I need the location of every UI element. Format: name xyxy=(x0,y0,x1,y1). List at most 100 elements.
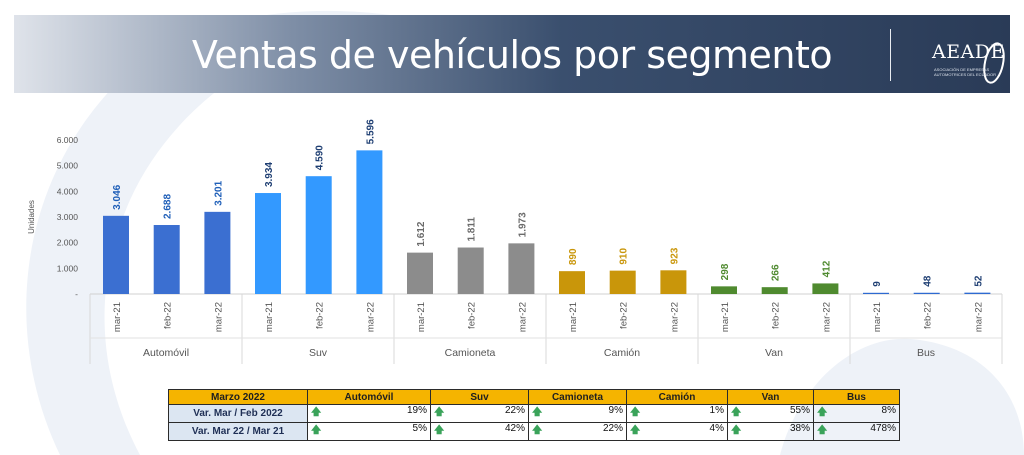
data-label: 5.596 xyxy=(365,119,376,144)
data-label: 1.973 xyxy=(517,212,528,237)
table-cell: 🡅 22% xyxy=(430,404,529,423)
group-label: Suv xyxy=(309,347,328,359)
group-label: Camioneta xyxy=(445,347,496,359)
group-label: Automóvil xyxy=(143,347,189,359)
data-label: 1.811 xyxy=(467,217,478,242)
y-tick-label: 4.000 xyxy=(57,186,79,196)
table-row: Var. Mar / Feb 2022 🡅 19% 🡅 22% 🡅 9% 🡅 1% 🡅 5… xyxy=(168,404,900,423)
table-header-cell: Bus xyxy=(813,389,900,405)
header-divider xyxy=(890,29,891,81)
table-header-cell: Camión xyxy=(626,389,728,405)
bar-bus-mar-21 xyxy=(863,292,889,294)
x-tick-label: feb-22 xyxy=(923,302,934,329)
bar-suv-mar-22 xyxy=(356,150,383,294)
bar-camin-feb-22 xyxy=(609,270,636,294)
up-arrow-icon: 🡅 xyxy=(817,407,828,418)
table-header-cell: Van xyxy=(727,389,814,405)
group-label: Bus xyxy=(917,347,935,359)
x-tick-label: mar-22 xyxy=(365,302,376,332)
up-arrow-icon: 🡅 xyxy=(630,425,641,436)
x-tick-label: mar-22 xyxy=(821,302,832,332)
table-cell: 🡅 42% xyxy=(430,422,529,441)
bar-automvil-feb-22 xyxy=(153,225,180,294)
data-label: 266 xyxy=(771,264,782,281)
title-banner: Ventas de vehículos por segmento AEADE A… xyxy=(14,15,1010,93)
x-tick-label: mar-22 xyxy=(517,302,528,332)
x-tick-label: feb-22 xyxy=(315,302,326,329)
table-header-cell: Suv xyxy=(430,389,529,405)
up-arrow-icon: 🡅 xyxy=(532,425,543,436)
up-arrow-icon: 🡅 xyxy=(311,407,322,418)
data-label: 2.688 xyxy=(163,194,174,219)
table-cell: 🡅 478% xyxy=(813,422,900,441)
y-tick-label: 3.000 xyxy=(57,212,79,222)
bar-camin-mar-21 xyxy=(559,271,585,294)
table-header-cell: Marzo 2022 xyxy=(168,389,308,405)
data-label: 3.934 xyxy=(264,162,275,187)
bar-camioneta-feb-22 xyxy=(457,247,484,294)
data-label: 910 xyxy=(619,248,630,265)
sales-bar-chart: Unidades - 1.000 2.000 3.000 4.000 5.000 6.000 3… xyxy=(27,119,1003,364)
up-arrow-icon: 🡅 xyxy=(817,425,828,436)
x-tick-label: mar-21 xyxy=(264,302,275,332)
y-tick-label: 1.000 xyxy=(57,263,79,273)
bar-automvil-mar-22 xyxy=(204,211,231,294)
group-label: Van xyxy=(765,347,783,359)
data-label: 48 xyxy=(923,275,934,287)
x-tick-label: feb-22 xyxy=(467,302,478,329)
y-axis-label: Unidades xyxy=(27,200,36,234)
bar-van-feb-22 xyxy=(761,287,788,294)
up-arrow-icon: 🡅 xyxy=(630,407,641,418)
table-cell: 🡅 8% xyxy=(813,404,900,423)
x-tick-label: mar-21 xyxy=(872,302,883,332)
x-tick-label: feb-22 xyxy=(771,302,782,329)
x-tick-label: mar-22 xyxy=(973,302,984,332)
table-cell: 🡅 4% xyxy=(626,422,728,441)
data-label: 1.612 xyxy=(416,221,427,246)
data-label: 298 xyxy=(720,263,731,280)
bar-bus-feb-22 xyxy=(913,292,940,294)
x-tick-label: mar-21 xyxy=(112,302,123,332)
x-tick-label: mar-21 xyxy=(416,302,427,332)
bar-suv-mar-21 xyxy=(255,193,281,294)
up-arrow-icon: 🡅 xyxy=(434,425,445,436)
data-label: 52 xyxy=(973,275,984,287)
up-arrow-icon: 🡅 xyxy=(731,425,742,436)
group-label: Camión xyxy=(604,347,640,359)
y-tick-label: 5.000 xyxy=(57,161,79,171)
table-cell: 🡅 19% xyxy=(307,404,431,423)
table-cell: 🡅 38% xyxy=(727,422,814,441)
data-label: 9 xyxy=(872,281,883,287)
logo-swirl-icon xyxy=(983,42,1005,84)
bar-camioneta-mar-21 xyxy=(407,252,433,294)
page-title: Ventas de vehículos por segmento xyxy=(191,33,833,77)
variation-table: Marzo 2022 Automóvil Suv Camioneta Camió… xyxy=(168,389,900,441)
x-tick-label: feb-22 xyxy=(619,302,630,329)
bar-automvil-mar-21 xyxy=(103,215,129,294)
table-cell: 🡅 9% xyxy=(528,404,627,423)
data-label: 890 xyxy=(568,248,579,265)
bar-suv-feb-22 xyxy=(305,176,332,294)
table-header-cell: Automóvil xyxy=(307,389,431,405)
row-label: Var. Mar 22 / Mar 21 xyxy=(168,422,308,441)
bar-van-mar-21 xyxy=(711,286,737,294)
bar-camioneta-mar-22 xyxy=(508,243,535,294)
table-row: Var. Mar 22 / Mar 21 🡅 5% 🡅 42% 🡅 22% 🡅 4% 🡅… xyxy=(168,422,900,441)
up-arrow-icon: 🡅 xyxy=(311,425,322,436)
logo-text: AEADE xyxy=(932,41,1005,63)
x-tick-label: mar-21 xyxy=(568,302,579,332)
table-cell: 🡅 5% xyxy=(307,422,431,441)
y-tick-label: 2.000 xyxy=(57,238,79,248)
x-tick-label: mar-21 xyxy=(720,302,731,332)
bar-bus-mar-22 xyxy=(964,292,991,294)
data-label: 3.201 xyxy=(213,180,224,205)
y-tick-label: - xyxy=(75,289,78,299)
table-cell: 🡅 55% xyxy=(727,404,814,423)
up-arrow-icon: 🡅 xyxy=(434,407,445,418)
data-label: 3.046 xyxy=(112,184,123,209)
row-label: Var. Mar / Feb 2022 xyxy=(168,404,308,423)
aeade-logo: AEADE ASOCIACIÓN DE EMPRESAS AUTOMOTRICE… xyxy=(918,37,1008,85)
bar-van-mar-22 xyxy=(812,283,839,294)
bar-camin-mar-22 xyxy=(660,270,687,294)
x-tick-label: mar-22 xyxy=(213,302,224,332)
